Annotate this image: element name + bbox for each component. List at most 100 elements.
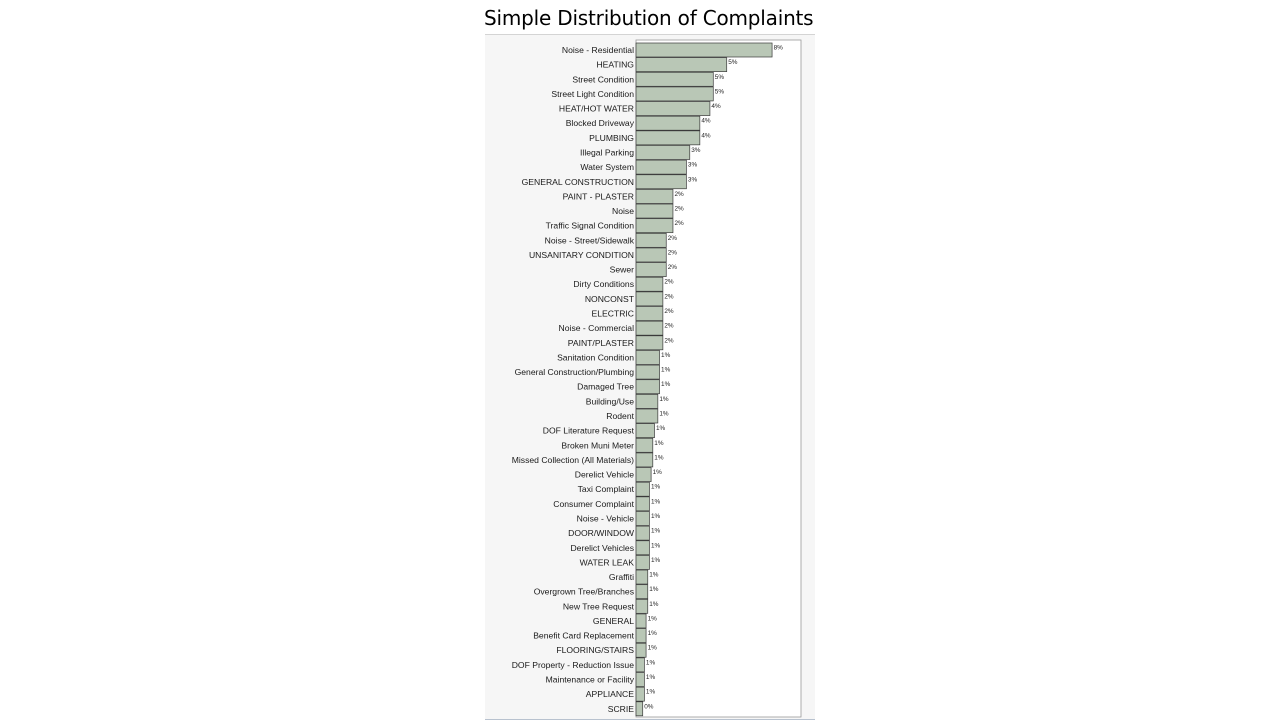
- bar: [635, 71, 714, 87]
- bar: [635, 42, 773, 58]
- bar: [635, 130, 701, 146]
- category-label: DOF Property - Reduction Issue: [512, 660, 634, 670]
- data-label: 1%: [656, 425, 666, 432]
- bar: [635, 247, 667, 263]
- chart-title: Simple Distribution of Complaints: [484, 6, 814, 30]
- bar: [635, 262, 667, 277]
- category-label: Maintenance or Facility: [546, 675, 635, 685]
- bar: [635, 437, 654, 453]
- category-label: Noise - Commercial: [559, 323, 635, 333]
- category-label: Illegal Parking: [580, 147, 634, 157]
- bar: [635, 232, 667, 248]
- bar: [635, 525, 650, 541]
- category-label: FLOORING/STAIRS: [556, 645, 634, 655]
- category-label: Derelict Vehicle: [575, 470, 634, 480]
- data-label: 2%: [674, 191, 684, 198]
- category-label: Rodent: [606, 411, 634, 421]
- data-label: 1%: [654, 440, 664, 447]
- bar: [635, 276, 664, 292]
- category-label: Street Light Condition: [551, 89, 634, 99]
- data-label: 5%: [715, 74, 725, 81]
- bar: [635, 642, 647, 658]
- bar: [635, 540, 650, 556]
- category-label: ELECTRIC: [592, 309, 635, 319]
- bar: [635, 686, 645, 702]
- category-label: Sewer: [610, 265, 634, 275]
- category-label: PAINT/PLASTER: [568, 338, 634, 348]
- data-label: 2%: [664, 323, 674, 330]
- category-label: Sanitation Condition: [557, 352, 634, 362]
- data-label: 1%: [661, 352, 671, 359]
- data-label: 1%: [646, 674, 656, 681]
- data-label: 5%: [728, 59, 738, 66]
- bar: [635, 291, 664, 307]
- category-label: GENERAL CONSTRUCTION: [522, 177, 634, 187]
- data-label: 1%: [651, 557, 661, 564]
- bar: [635, 86, 714, 102]
- bar: [635, 467, 652, 482]
- category-label: NONCONST: [585, 294, 635, 304]
- bar: [635, 174, 687, 190]
- bar: [635, 657, 645, 673]
- data-label: 1%: [648, 645, 658, 652]
- bar: [635, 672, 645, 687]
- data-label: 2%: [674, 220, 684, 227]
- category-label: Dirty Conditions: [573, 279, 634, 289]
- data-label: 1%: [651, 528, 661, 535]
- bar: [635, 511, 650, 526]
- category-label: Derelict Vehicles: [570, 543, 634, 553]
- category-label: Street Condition: [572, 74, 634, 84]
- bar: [635, 408, 659, 424]
- bar: [635, 57, 728, 72]
- bar: [635, 350, 660, 365]
- bar: [635, 145, 691, 160]
- data-label: 1%: [646, 659, 656, 666]
- bar-chart: Noise - Residential 8% HEATING 5% Street Con…: [512, 39, 802, 718]
- category-label: Taxi Complaint: [578, 484, 635, 494]
- category-label: PLUMBING: [589, 133, 634, 143]
- bar: [635, 584, 649, 600]
- bar: [635, 364, 660, 380]
- bar: [635, 613, 647, 629]
- category-label: New Tree Request: [563, 601, 635, 611]
- bar: [635, 598, 649, 614]
- data-label: 2%: [664, 337, 674, 344]
- bar: [635, 701, 644, 717]
- data-label: 1%: [651, 484, 661, 491]
- category-label: DOF Literature Request: [543, 426, 635, 436]
- category-label: SCRIE: [608, 704, 635, 714]
- category-label: General Construction/Plumbing: [515, 367, 635, 377]
- bar: [635, 555, 650, 570]
- data-label: 1%: [648, 630, 658, 637]
- data-label: 8%: [774, 45, 784, 52]
- data-label: 4%: [711, 103, 721, 110]
- data-label: 1%: [651, 513, 661, 520]
- bar: [635, 569, 649, 585]
- data-label: 1%: [659, 396, 669, 403]
- category-label: APPLIANCE: [586, 689, 635, 699]
- category-label: Noise - Street/Sidewalk: [545, 235, 635, 245]
- bar: [635, 203, 674, 219]
- data-label: 2%: [664, 293, 674, 300]
- category-label: Noise: [612, 206, 634, 216]
- bar: [635, 159, 687, 175]
- bar: [635, 452, 654, 468]
- category-label: Building/Use: [586, 396, 634, 406]
- data-label: 4%: [701, 132, 711, 139]
- bar: [635, 496, 650, 512]
- category-label: UNSANITARY CONDITION: [529, 250, 634, 260]
- data-label: 2%: [664, 308, 674, 315]
- data-label: 3%: [688, 176, 698, 183]
- data-label: 1%: [651, 498, 661, 505]
- data-label: 1%: [653, 469, 663, 476]
- category-label: Traffic Signal Condition: [546, 221, 635, 231]
- category-label: HEATING: [596, 60, 634, 70]
- category-label: Noise - Vehicle: [577, 513, 635, 523]
- bar: [635, 628, 647, 643]
- data-label: 2%: [664, 279, 674, 286]
- bar: [635, 481, 650, 497]
- bar: [635, 423, 655, 438]
- category-label: Water System: [580, 162, 634, 172]
- category-label: PAINT - PLASTER: [563, 191, 634, 201]
- category-label: Noise - Residential: [562, 45, 634, 55]
